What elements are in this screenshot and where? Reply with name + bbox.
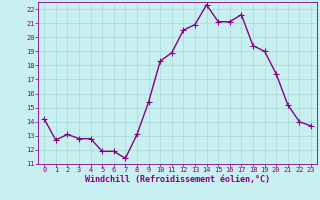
- X-axis label: Windchill (Refroidissement éolien,°C): Windchill (Refroidissement éolien,°C): [85, 175, 270, 184]
